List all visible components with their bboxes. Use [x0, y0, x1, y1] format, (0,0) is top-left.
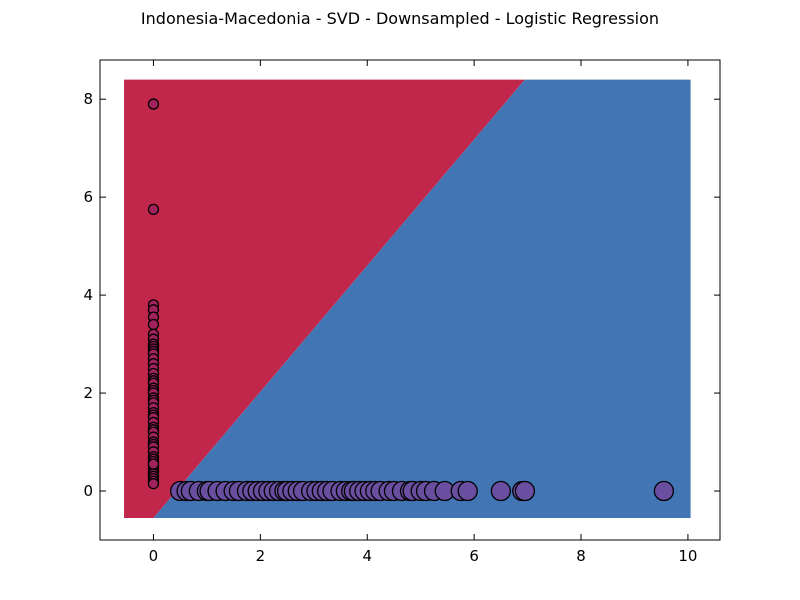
data-point-series-2: [490, 480, 512, 502]
data-point-series-1: [147, 98, 160, 110]
y-tick-label: 4: [83, 286, 93, 304]
data-point-series-2: [514, 480, 536, 502]
region-lower-right: [153, 79, 691, 518]
plot-frame: [99, 59, 721, 541]
x-tick-label: 0: [149, 547, 159, 565]
x-tick-label: 6: [469, 547, 479, 565]
data-point-series-1: [147, 203, 160, 216]
x-tick-label: 10: [678, 547, 697, 565]
data-points: [147, 98, 675, 502]
data-point-series-2: [653, 480, 675, 502]
axis-ticks: 0 2 4 6 8 10 0 2 4 6 8: [83, 60, 720, 565]
y-tick-label: 6: [83, 188, 93, 206]
region-upper-left: [124, 79, 525, 518]
data-point-series-1: [147, 318, 160, 331]
data-point-series-1: [147, 458, 160, 470]
y-tick-label: 0: [83, 482, 93, 500]
y-tick-label: 8: [83, 90, 93, 108]
x-tick-label: 4: [362, 547, 372, 565]
chart-title: Indonesia-Macedonia - SVD - Downsampled …: [140, 9, 660, 28]
decision-regions: [124, 79, 691, 518]
x-tick-label: 8: [576, 547, 586, 565]
data-point-series-1: [147, 478, 160, 490]
data-point-series-2: [457, 480, 478, 502]
y-tick-label: 2: [83, 384, 93, 402]
x-tick-label: 2: [256, 547, 266, 565]
